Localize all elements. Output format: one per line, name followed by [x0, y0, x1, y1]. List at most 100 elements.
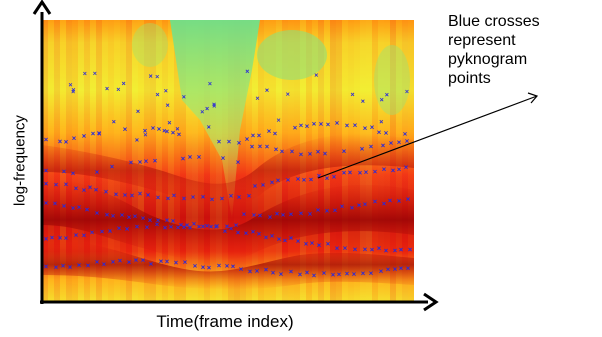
- spectrogram-streak: [144, 20, 150, 302]
- pyknogram-point: [162, 128, 167, 133]
- pyknogram-point: [310, 241, 314, 246]
- pyknogram-point: [379, 269, 383, 274]
- pyknogram-point: [183, 260, 187, 265]
- pyknogram-point: [50, 235, 54, 240]
- pyknogram-point: [391, 168, 395, 173]
- pyknogram-point: [108, 229, 112, 233]
- pyknogram-point: [91, 131, 95, 136]
- spectrogram-streak: [126, 20, 132, 302]
- pyknogram-point: [110, 164, 114, 169]
- pyknogram-point: [289, 212, 293, 217]
- pyknogram-point: [389, 141, 393, 145]
- pyknogram-point: [151, 126, 155, 130]
- pyknogram-point: [285, 92, 290, 96]
- pyknogram-point: [305, 270, 309, 275]
- spectrogram-streak: [246, 20, 252, 302]
- pyknogram-point: [255, 96, 260, 101]
- spectrogram-streak: [204, 20, 210, 302]
- energy-band: [42, 134, 414, 207]
- pyknogram-point: [345, 123, 349, 128]
- pyknogram-point: [174, 260, 178, 265]
- pyknogram-point: [247, 193, 251, 198]
- pyknogram-point: [77, 205, 81, 210]
- pyknogram-point: [261, 182, 265, 187]
- pyknogram-point: [111, 213, 115, 218]
- pyknogram-point: [192, 221, 196, 226]
- pyknogram-point: [94, 187, 98, 192]
- pyknogram-point: [225, 224, 229, 229]
- pyknogram-point: [123, 127, 127, 132]
- pyknogram-point: [185, 223, 189, 228]
- pyknogram-point: [325, 208, 329, 213]
- spectrogram-streak: [252, 20, 258, 302]
- pyknogram-point: [353, 123, 357, 128]
- pyknogram-point: [393, 248, 397, 253]
- pyknogram-point: [244, 231, 248, 236]
- pyknogram-point: [345, 271, 349, 276]
- pyknogram-point: [155, 222, 159, 227]
- spectrogram-streak: [192, 20, 198, 302]
- pyknogram-point: [361, 99, 365, 103]
- pyknogram-point: [358, 170, 362, 175]
- pyknogram-point: [364, 170, 368, 175]
- pyknogram-point: [93, 71, 97, 76]
- pyknogram-point: [165, 129, 169, 134]
- pyknogram-point: [171, 218, 175, 223]
- pyknogram-point: [82, 233, 86, 238]
- pyknogram-point: [100, 229, 104, 234]
- pyknogram-point: [220, 196, 224, 201]
- pyknogram-point: [274, 147, 278, 152]
- pyknogram-point: [82, 188, 86, 193]
- pyknogram-point: [201, 265, 205, 270]
- pyknogram-point: [225, 263, 229, 268]
- pyknogram-point: [361, 271, 365, 276]
- pyknogram-point: [283, 238, 287, 243]
- pyknogram-point: [319, 122, 323, 126]
- pyknogram-point: [167, 120, 172, 125]
- pyknogram-point: [227, 139, 231, 144]
- pyknogram-point: [125, 227, 129, 231]
- pyknogram-point: [138, 191, 142, 196]
- pyknogram-point: [289, 269, 293, 274]
- pyknogram-point: [145, 225, 149, 230]
- pyknogram-point: [397, 140, 401, 145]
- pyknogram-point: [304, 241, 308, 246]
- spectrogram-streak: [150, 20, 156, 302]
- pyknogram-point: [237, 195, 241, 199]
- pyknogram-point: [331, 272, 335, 277]
- pyknogram-point: [148, 74, 153, 78]
- pyknogram-point: [114, 192, 118, 197]
- pyknogram-point: [385, 92, 389, 97]
- pyknogram-point: [58, 235, 62, 240]
- y-axis-arrowhead: [32, 0, 52, 15]
- pyknogram-point: [182, 196, 186, 201]
- pyknogram-point: [399, 266, 403, 271]
- pyknogram-point: [340, 204, 344, 209]
- spectrogram-streak: [168, 20, 174, 302]
- pyknogram-point: [200, 109, 205, 114]
- pyknogram-point: [117, 226, 121, 231]
- pyknogram-point: [143, 128, 147, 133]
- pyknogram-point: [95, 170, 99, 174]
- pyknogram-point: [197, 154, 201, 159]
- pyknogram-point: [64, 139, 68, 144]
- pyknogram-point: [149, 262, 153, 266]
- pyknogram-point: [382, 201, 386, 206]
- pyknogram-point: [138, 160, 142, 164]
- pyknogram-point: [353, 247, 357, 252]
- pyknogram-point: [129, 160, 133, 165]
- pyknogram-point: [217, 139, 221, 144]
- pyknogram-point: [123, 193, 127, 197]
- spectrogram-streak: [216, 20, 222, 302]
- pyknogram-point: [143, 132, 148, 137]
- pyknogram-point: [44, 264, 48, 269]
- pyknogram-point: [342, 149, 346, 154]
- pyknogram-point: [350, 205, 354, 210]
- pyknogram-point: [382, 167, 386, 172]
- pyknogram-point: [251, 229, 255, 234]
- pyknogram-point: [215, 224, 219, 228]
- pyknogram-point: [335, 246, 339, 251]
- pyknogram-point: [277, 237, 281, 241]
- pyknogram-point: [265, 88, 269, 92]
- pyknogram-point: [234, 223, 238, 228]
